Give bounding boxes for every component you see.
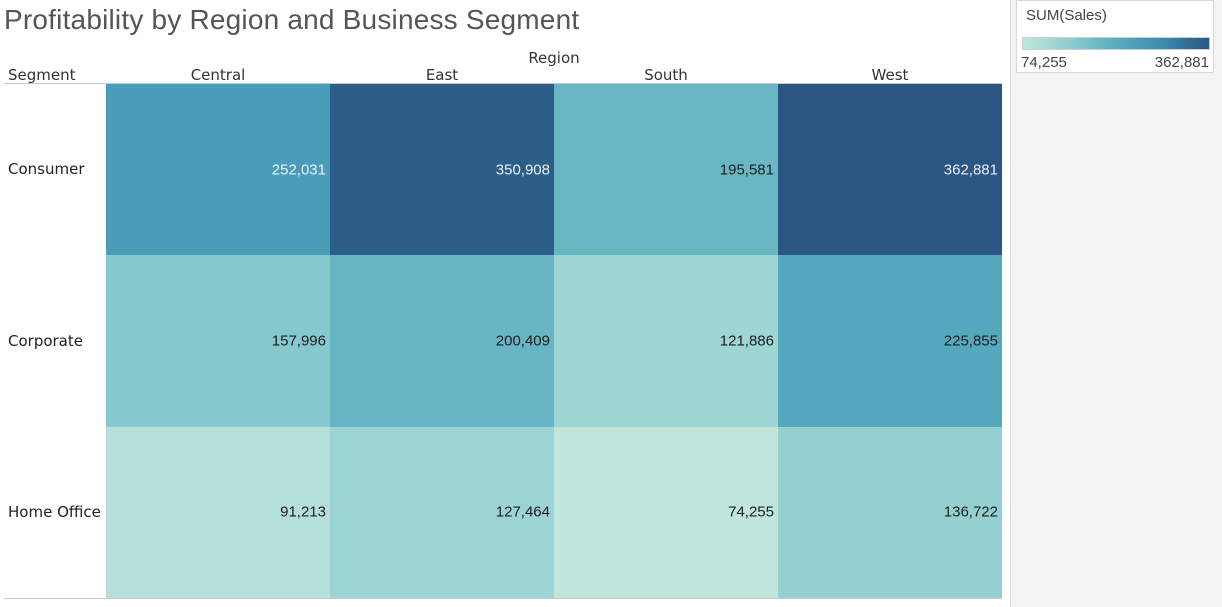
heatmap-cell[interactable]: 252,031 xyxy=(106,84,330,256)
column-header-central: Central xyxy=(190,66,246,84)
heatmap-cell[interactable]: 136,722 xyxy=(778,426,1002,598)
cell-value-label: 350,908 xyxy=(495,161,550,179)
cell-value-label: 127,464 xyxy=(495,503,550,521)
color-legend[interactable]: SUM(Sales) 74,255 362,881 xyxy=(1016,0,1214,73)
heatmap-cell[interactable]: 362,881 xyxy=(778,84,1002,256)
cell-value-label: 74,255 xyxy=(728,503,774,521)
row-label-consumer: Consumer xyxy=(8,160,85,178)
legend-max-label: 362,881 xyxy=(1154,54,1209,71)
column-header-south: South xyxy=(644,66,688,84)
heatmap-cell[interactable]: 74,255 xyxy=(554,426,778,598)
row-label-corporate: Corporate xyxy=(8,332,83,350)
cell-value-label: 362,881 xyxy=(943,161,998,179)
chart-title: Profitability by Region and Business Seg… xyxy=(4,4,580,35)
cell-value-label: 200,409 xyxy=(495,332,550,350)
heatmap-cell[interactable]: 91,213 xyxy=(106,426,330,598)
legend-min-label: 74,255 xyxy=(1021,54,1067,71)
column-field-title: Region xyxy=(528,49,580,67)
legend-color-ramp xyxy=(1022,37,1210,50)
bottom-divider xyxy=(4,598,1002,599)
cell-value-label: 136,722 xyxy=(943,503,998,521)
heatmap-cell[interactable]: 200,409 xyxy=(330,255,554,427)
header-divider xyxy=(4,83,1002,84)
column-header-west: West xyxy=(871,66,909,84)
side-panel xyxy=(1010,0,1222,607)
heatmap-cell[interactable]: 127,464 xyxy=(330,426,554,598)
cell-value-label: 91,213 xyxy=(280,503,326,521)
heatmap-cell[interactable]: 350,908 xyxy=(330,84,554,256)
cell-value-label: 195,581 xyxy=(719,161,774,179)
cell-value-label: 157,996 xyxy=(271,332,326,350)
row-field-title: Segment xyxy=(8,66,76,84)
heatmap-cell[interactable]: 195,581 xyxy=(554,84,778,256)
column-header-east: East xyxy=(425,66,459,84)
cell-value-label: 121,886 xyxy=(719,332,774,350)
cell-value-label: 225,855 xyxy=(943,332,998,350)
legend-title: SUM(Sales) xyxy=(1026,7,1107,24)
heatmap-cell[interactable]: 225,855 xyxy=(778,255,1002,427)
heatmap-cell[interactable]: 157,996 xyxy=(106,255,330,427)
row-label-home-office: Home Office xyxy=(8,503,101,521)
heatmap-cell[interactable]: 121,886 xyxy=(554,255,778,427)
cell-value-label: 252,031 xyxy=(271,161,326,179)
